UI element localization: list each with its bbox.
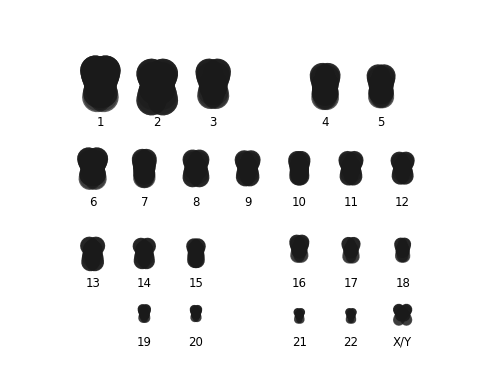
Text: 5: 5 xyxy=(378,116,385,129)
Text: 3: 3 xyxy=(210,116,217,129)
Text: 21: 21 xyxy=(292,336,307,348)
Text: 10: 10 xyxy=(292,196,306,209)
Text: 7: 7 xyxy=(140,196,148,209)
Text: 6: 6 xyxy=(89,196,96,209)
Text: 9: 9 xyxy=(244,196,252,209)
Text: 2: 2 xyxy=(154,116,161,129)
Text: 4: 4 xyxy=(322,116,329,129)
Text: 13: 13 xyxy=(85,277,100,290)
Text: 8: 8 xyxy=(192,196,200,209)
Text: X/Y: X/Y xyxy=(393,336,412,348)
Text: 16: 16 xyxy=(292,277,307,290)
Text: 14: 14 xyxy=(137,277,152,290)
Text: 19: 19 xyxy=(137,336,152,348)
Text: 17: 17 xyxy=(344,277,358,290)
Text: 11: 11 xyxy=(344,196,358,209)
Text: 15: 15 xyxy=(188,277,204,290)
Text: 22: 22 xyxy=(344,336,358,348)
Text: 18: 18 xyxy=(395,277,410,290)
Text: 20: 20 xyxy=(188,336,204,348)
Text: 1: 1 xyxy=(96,116,104,129)
Text: 12: 12 xyxy=(395,196,410,209)
